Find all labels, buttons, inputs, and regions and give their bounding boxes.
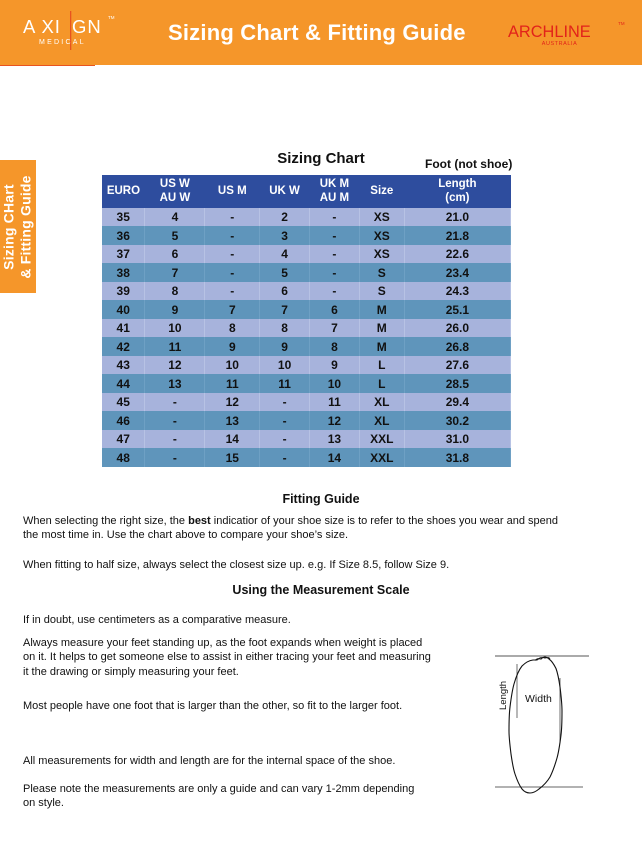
svg-text:Length: Length xyxy=(498,681,509,710)
svg-text:A XI: A XI xyxy=(23,16,61,37)
svg-text:AUSTRALIA: AUSTRALIA xyxy=(542,41,578,47)
svg-text:MEDICAL: MEDICAL xyxy=(39,39,86,46)
svg-text:ARCHLINE: ARCHLINE xyxy=(508,23,591,41)
svg-text:GN: GN xyxy=(72,16,102,37)
svg-text:TM: TM xyxy=(618,21,625,26)
svg-text:TM: TM xyxy=(108,15,115,20)
svg-text:Width: Width xyxy=(525,693,552,705)
